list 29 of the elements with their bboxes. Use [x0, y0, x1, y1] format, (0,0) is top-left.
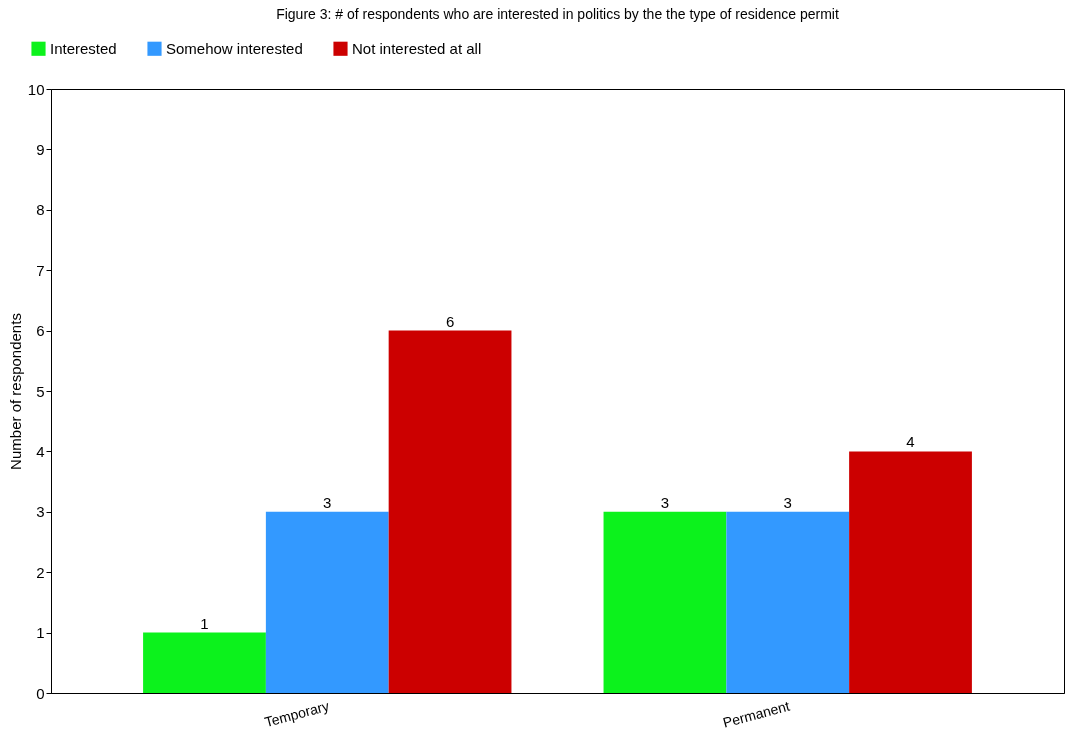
y-tick-label: 3: [36, 503, 45, 521]
bar: [726, 511, 850, 693]
y-tick-label: 4: [36, 442, 45, 460]
y-axis-title: Number of respondents: [6, 313, 24, 470]
legend-label: Somehow interested: [166, 39, 303, 57]
y-tick-label: 9: [36, 140, 45, 158]
bar: [265, 511, 389, 693]
bar: [143, 632, 266, 693]
data-label: 3: [323, 493, 332, 511]
y-tick-label: 8: [36, 201, 45, 219]
y-tick-label: 6: [36, 322, 45, 340]
data-label: 6: [445, 312, 455, 330]
y-tick-label: 10: [27, 80, 45, 98]
y-tick-label: 2: [36, 563, 45, 581]
y-tick-label: 0: [36, 684, 45, 702]
chart-title: Figure 3: # of respondents who are interested in politics by the the type of residence permit: [276, 6, 839, 22]
legend-label: Interested: [50, 39, 117, 57]
bar: [388, 330, 512, 693]
y-tick-label: 7: [36, 261, 45, 279]
bar: [603, 511, 727, 693]
y-tick-label: 1: [36, 624, 45, 642]
y-tick-label: 5: [36, 382, 45, 400]
data-label: 1: [200, 614, 209, 632]
legend-label: Not interested at all: [352, 39, 482, 57]
data-label: 3: [660, 493, 670, 511]
bar: [849, 451, 972, 693]
data-label: 4: [906, 433, 915, 451]
x-tick-label: Temporary: [262, 697, 331, 731]
data-label: 3: [783, 493, 792, 511]
